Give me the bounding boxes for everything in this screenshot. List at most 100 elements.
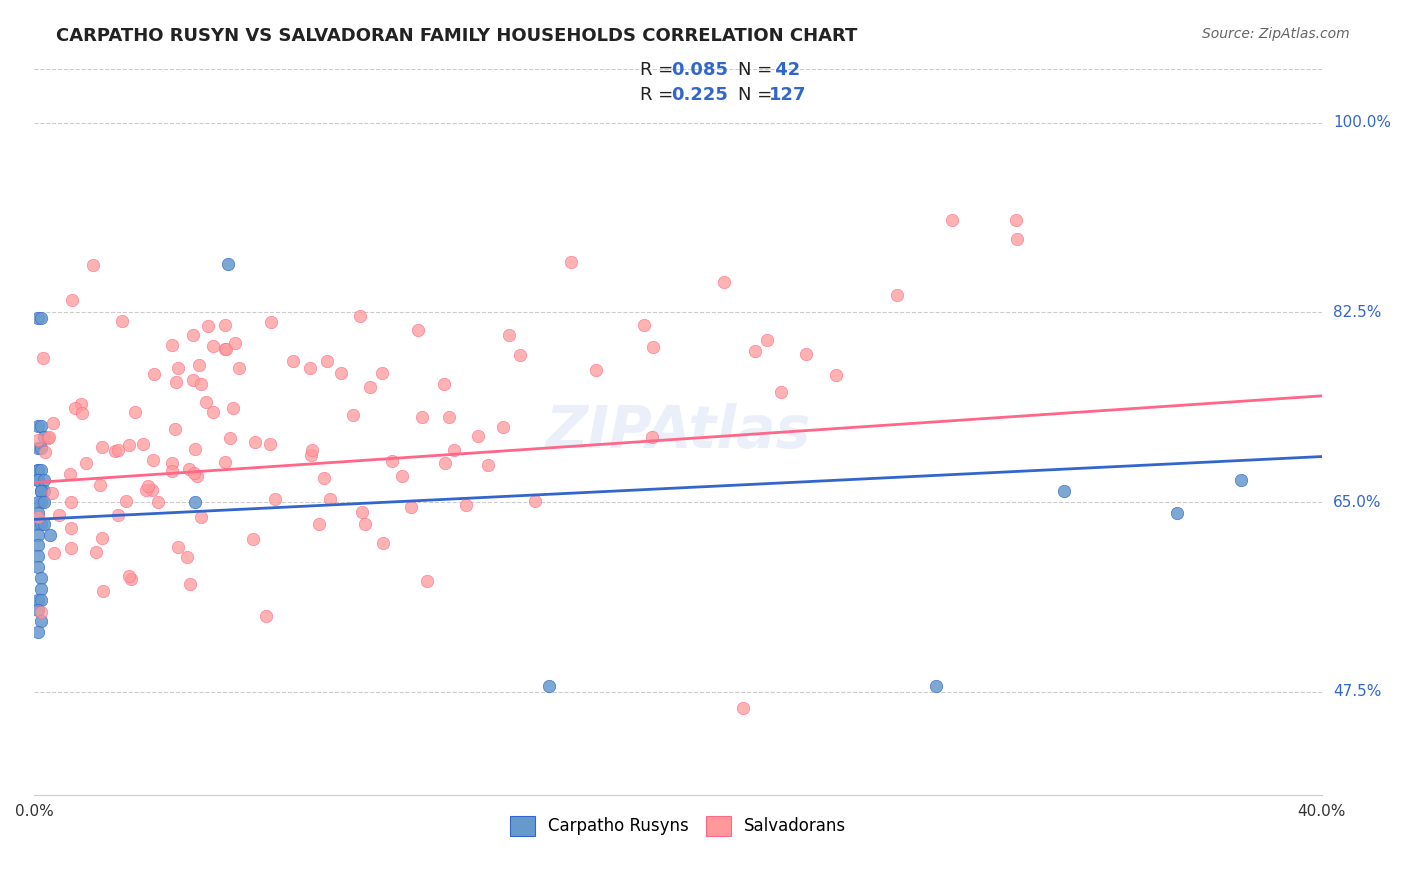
Point (27, 603, 49, 617)
Point (162, 463, 184, 477)
Point (27, 506, 49, 520)
Point (299, 361, 322, 376)
Point (214, 454, 236, 468)
Point (30, 310, 52, 325)
Point (32, 430, 55, 444)
Point (132, 437, 155, 451)
Point (371, 536, 394, 550)
Point (142, 452, 165, 467)
Point (498, 328, 520, 343)
Point (59, 495, 82, 509)
Point (118, 438, 141, 452)
Point (181, 328, 204, 343)
Point (32, 516, 55, 531)
Point (824, 368, 846, 383)
Point (27, 560, 49, 574)
Point (160, 338, 183, 352)
Point (354, 516, 377, 531)
Text: N =: N = (738, 62, 778, 79)
Point (37, 431, 59, 445)
Text: R =: R = (640, 87, 679, 104)
Point (330, 367, 353, 381)
Text: 100.0%: 100.0% (1333, 115, 1391, 130)
Point (30, 606, 52, 620)
Point (215, 342, 238, 356)
Point (163, 422, 186, 436)
Point (214, 318, 236, 332)
Point (731, 701, 754, 715)
Point (30, 484, 52, 499)
Point (34, 444, 56, 458)
Point (454, 498, 477, 512)
Point (222, 401, 245, 416)
Point (27, 538, 49, 552)
Point (70, 406, 93, 420)
Point (254, 609, 277, 624)
Point (167, 360, 190, 375)
Point (30, 462, 52, 476)
Point (90, 531, 112, 545)
Point (796, 347, 818, 361)
Point (27, 474, 49, 488)
Point (202, 404, 225, 418)
Point (166, 540, 188, 554)
Point (39, 527, 62, 541)
Point (32, 474, 55, 488)
Point (104, 443, 127, 458)
Point (492, 420, 515, 434)
Point (219, 432, 242, 446)
Point (30, 484, 52, 499)
Text: R =: R = (640, 62, 679, 79)
Point (141, 483, 163, 498)
Text: 82.5%: 82.5% (1333, 305, 1381, 320)
Point (411, 409, 433, 424)
Point (641, 429, 664, 443)
Point (408, 323, 430, 337)
Point (1005, 213, 1028, 227)
Point (359, 380, 381, 394)
Text: 0.085: 0.085 (671, 62, 728, 79)
Point (560, 255, 582, 269)
Point (30, 592, 52, 607)
Point (260, 315, 283, 329)
Point (48, 508, 70, 522)
Point (27, 549, 49, 564)
Point (60, 541, 83, 556)
Point (143, 367, 166, 381)
Point (115, 493, 138, 508)
Point (538, 679, 561, 693)
Point (264, 491, 287, 506)
Point (214, 342, 236, 356)
Point (179, 577, 201, 591)
Point (633, 318, 655, 332)
Point (59, 521, 82, 535)
Point (38, 430, 60, 444)
Point (319, 491, 342, 506)
Point (1005, 232, 1028, 246)
Point (93, 583, 115, 598)
Point (135, 483, 157, 497)
Point (27, 310, 49, 325)
Point (433, 377, 456, 392)
Point (30, 419, 52, 434)
Point (585, 362, 607, 376)
Point (643, 340, 665, 354)
Point (27, 441, 49, 455)
Point (107, 508, 129, 522)
Point (524, 494, 547, 508)
Point (401, 500, 423, 514)
Point (184, 495, 207, 509)
Point (467, 429, 489, 443)
Point (30, 516, 52, 531)
Point (744, 344, 766, 359)
Text: ZIPAtlas: ZIPAtlas (546, 403, 811, 460)
Point (371, 366, 394, 380)
Point (770, 384, 793, 399)
Point (349, 309, 371, 323)
Point (30, 582, 52, 596)
Point (443, 442, 465, 457)
Point (439, 410, 461, 425)
Point (1053, 484, 1076, 499)
Point (190, 510, 212, 524)
Point (179, 462, 201, 476)
